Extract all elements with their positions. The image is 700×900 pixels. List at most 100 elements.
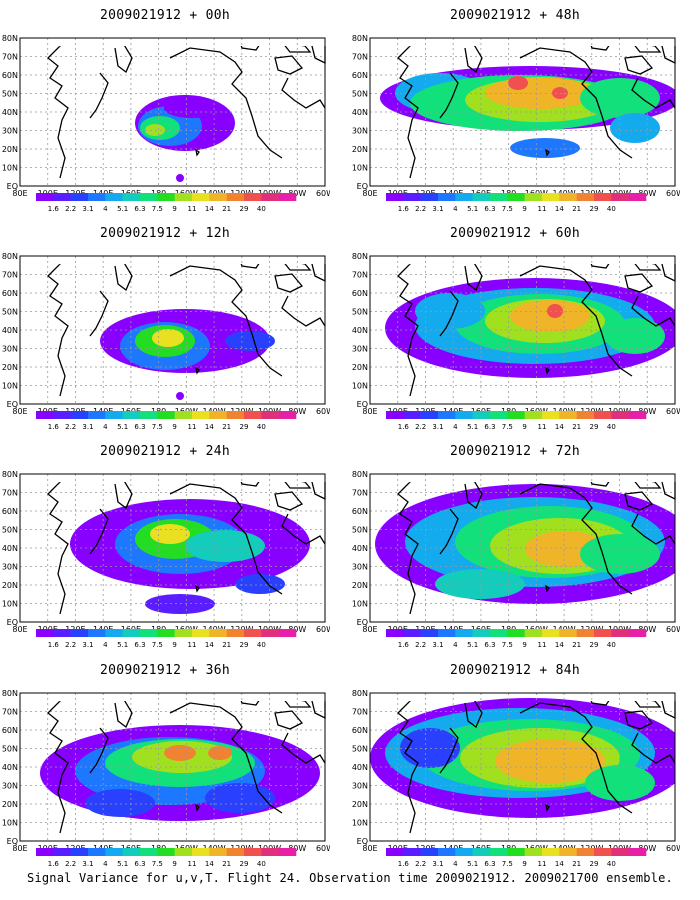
colorbar-swatch xyxy=(278,193,297,201)
colorbar-swatch xyxy=(490,193,508,201)
colorbar-swatch xyxy=(386,629,404,637)
longitude-label: 80E xyxy=(362,189,377,198)
variance-contour xyxy=(495,739,605,783)
coastline xyxy=(624,710,654,730)
colorbar-label: 11 xyxy=(538,860,547,868)
colorbar-label: 29 xyxy=(240,205,249,213)
longitude-label: 60W xyxy=(666,189,680,198)
latitude-label: 80N xyxy=(352,252,368,261)
coastline xyxy=(240,264,260,269)
variance-contour xyxy=(235,574,285,594)
colorbar-swatch xyxy=(524,411,543,419)
colorbar-label: 4 xyxy=(453,423,458,431)
colorbar-swatch xyxy=(628,193,647,201)
colorbar-swatch xyxy=(472,193,491,201)
latitude-label: 20N xyxy=(352,145,368,154)
colorbar-label: 6.3 xyxy=(134,205,145,213)
variance-contour xyxy=(150,524,190,544)
coastline xyxy=(464,264,483,292)
colorbar-label: 7.5 xyxy=(152,641,163,649)
variance-contour xyxy=(208,746,232,760)
variance-contour xyxy=(185,530,265,562)
latitude-label: 70N xyxy=(2,53,18,62)
coastline xyxy=(545,584,550,593)
longitude-label: 80W xyxy=(638,844,656,853)
colorbar-label: 14 xyxy=(205,423,214,431)
colorbar-swatch xyxy=(70,193,89,201)
variance-contour xyxy=(547,304,563,318)
colorbar-swatch xyxy=(36,411,54,419)
variance-map: 80N70N60N50N40N30N20N10NEQ80E100E120E140… xyxy=(352,470,680,634)
variance-contour xyxy=(610,113,660,143)
colorbar-swatch xyxy=(576,848,595,856)
latitude-label: 10N xyxy=(352,600,368,609)
coastline xyxy=(284,264,312,271)
colorbar-swatch xyxy=(36,848,54,856)
colorbar-label: 11 xyxy=(538,423,547,431)
latitude-label: EQ xyxy=(357,837,368,846)
colorbar-swatch xyxy=(611,848,629,856)
colorbar-label: 29 xyxy=(590,423,599,431)
longitude-label: 80E xyxy=(362,844,377,853)
colorbar-label: 21 xyxy=(572,641,581,649)
latitude-label: 60N xyxy=(352,507,368,516)
colorbar-label: 5.1 xyxy=(117,423,128,431)
coastline xyxy=(397,701,419,834)
longitude-label: 60W xyxy=(316,625,330,634)
colorbar-swatch xyxy=(36,629,54,637)
colorbar-swatch xyxy=(576,629,595,637)
colorbar-label: 3.1 xyxy=(432,641,443,649)
latitude-label: EQ xyxy=(357,400,368,409)
coastline xyxy=(169,265,283,377)
variance-contour xyxy=(508,76,528,90)
colorbar-label: 4 xyxy=(103,423,108,431)
colorbar-label: 4 xyxy=(453,860,458,868)
coastline xyxy=(47,264,69,397)
colorbar-label: 21 xyxy=(222,860,231,868)
colorbar-label: 5.1 xyxy=(467,641,478,649)
map-frame xyxy=(19,473,326,623)
map-frame xyxy=(369,473,676,623)
longitude-label: 80E xyxy=(362,625,377,634)
coastline xyxy=(624,491,654,511)
variance-contour xyxy=(152,329,184,347)
colorbar-swatch xyxy=(386,848,404,856)
coastline xyxy=(274,710,304,730)
colorbar-swatch xyxy=(490,411,508,419)
latitude-label: 80N xyxy=(352,689,368,698)
colorbar-label: 6.3 xyxy=(134,423,145,431)
colorbar-label: 4 xyxy=(453,205,458,213)
coastline xyxy=(195,148,200,157)
coastline xyxy=(284,701,312,708)
colorbar-label: 21 xyxy=(572,423,581,431)
colorbar-swatch xyxy=(70,848,89,856)
colorbar-label: 7.5 xyxy=(152,860,163,868)
map-panel: 2009021912 + 24h 80N 70N 60N 50N 40N 30N 20N 10N… xyxy=(0,444,330,654)
latitude-label: 40N xyxy=(2,544,18,553)
map-frame xyxy=(19,255,326,405)
colorbar-label: 21 xyxy=(222,423,231,431)
coastline xyxy=(439,727,459,774)
colorbar-swatch xyxy=(403,629,421,637)
latitude-label: 50N xyxy=(352,90,368,99)
latitude-label: 40N xyxy=(2,326,18,335)
colorbar-label: 21 xyxy=(222,641,231,649)
colorbar-swatch xyxy=(507,411,525,419)
coastline xyxy=(634,264,662,271)
colorbar-label: 11 xyxy=(538,205,547,213)
coastline xyxy=(195,584,200,593)
latitude-label: 20N xyxy=(2,145,18,154)
latitude-label: 30N xyxy=(2,345,18,354)
latitude-label: 70N xyxy=(2,271,18,280)
colorbar-swatch xyxy=(611,193,629,201)
coastline xyxy=(631,77,676,109)
colorbar-swatch xyxy=(490,629,508,637)
longitude-label: 60W xyxy=(666,407,680,416)
colorbar-swatch xyxy=(261,629,279,637)
coastline xyxy=(274,273,304,293)
colorbar-swatch xyxy=(438,629,456,637)
latitude-label: EQ xyxy=(7,618,18,627)
colorbar-label: 9 xyxy=(522,860,526,868)
latitude-label: 80N xyxy=(2,470,18,479)
longitude-label: 80E xyxy=(12,407,27,416)
